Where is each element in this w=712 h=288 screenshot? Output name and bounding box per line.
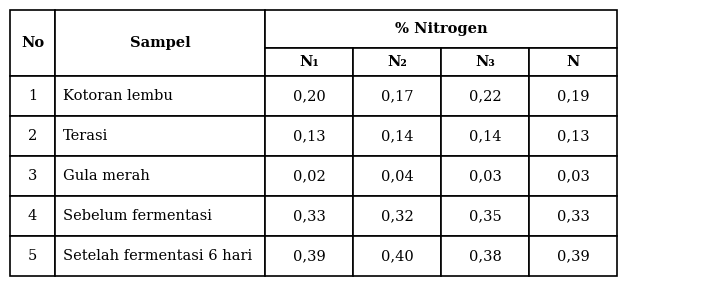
Text: 0,32: 0,32: [381, 209, 414, 223]
Text: 0,03: 0,03: [468, 169, 501, 183]
Text: Sampel: Sampel: [130, 36, 190, 50]
Bar: [55, 116, 265, 156]
Bar: [353, 116, 441, 156]
Text: 4: 4: [28, 209, 37, 223]
Text: 5: 5: [28, 249, 37, 263]
Bar: [441, 48, 529, 76]
Bar: [529, 156, 617, 196]
Bar: [529, 48, 617, 76]
Bar: [265, 10, 617, 48]
Text: 3: 3: [28, 169, 37, 183]
Text: 0,17: 0,17: [381, 89, 413, 103]
Bar: [265, 48, 353, 76]
Text: 0,40: 0,40: [381, 249, 414, 263]
Bar: [441, 236, 529, 276]
Bar: [10, 236, 55, 276]
Bar: [441, 76, 529, 116]
Bar: [10, 156, 55, 196]
Text: 1: 1: [28, 89, 37, 103]
Text: 0,19: 0,19: [557, 89, 590, 103]
Bar: [353, 196, 441, 236]
Text: 0,04: 0,04: [381, 169, 414, 183]
Bar: [10, 116, 55, 156]
Bar: [265, 76, 353, 116]
Bar: [55, 196, 265, 236]
Bar: [55, 156, 265, 196]
Bar: [265, 116, 353, 156]
Bar: [353, 156, 441, 196]
Text: 0,39: 0,39: [557, 249, 590, 263]
Text: 0,20: 0,20: [293, 89, 325, 103]
Bar: [353, 48, 441, 76]
Bar: [10, 196, 55, 236]
Bar: [529, 116, 617, 156]
Bar: [265, 156, 353, 196]
Bar: [55, 76, 265, 116]
Text: 0,22: 0,22: [468, 89, 501, 103]
Bar: [353, 236, 441, 276]
Text: Setelah fermentasi 6 hari: Setelah fermentasi 6 hari: [63, 249, 252, 263]
Bar: [441, 116, 529, 156]
Text: N: N: [566, 55, 580, 69]
Text: Terasi: Terasi: [63, 129, 108, 143]
Text: N₂: N₂: [387, 55, 407, 69]
Bar: [529, 196, 617, 236]
Bar: [529, 236, 617, 276]
Bar: [353, 76, 441, 116]
Text: % Nitrogen: % Nitrogen: [394, 22, 487, 36]
Text: Kotoran lembu: Kotoran lembu: [63, 89, 173, 103]
Text: 0,35: 0,35: [468, 209, 501, 223]
Text: 0,33: 0,33: [293, 209, 325, 223]
Bar: [265, 236, 353, 276]
Text: 0,39: 0,39: [293, 249, 325, 263]
Bar: [55, 10, 265, 76]
Text: Gula merah: Gula merah: [63, 169, 150, 183]
Text: 0,38: 0,38: [468, 249, 501, 263]
Text: 0,14: 0,14: [381, 129, 413, 143]
Bar: [441, 196, 529, 236]
Text: 2: 2: [28, 129, 37, 143]
Text: No: No: [21, 36, 44, 50]
Text: 0,03: 0,03: [557, 169, 590, 183]
Text: 0,13: 0,13: [557, 129, 590, 143]
Bar: [10, 10, 55, 76]
Bar: [441, 156, 529, 196]
Bar: [55, 236, 265, 276]
Text: 0,33: 0,33: [557, 209, 590, 223]
Bar: [10, 76, 55, 116]
Text: 0,02: 0,02: [293, 169, 325, 183]
Text: 0,13: 0,13: [293, 129, 325, 143]
Text: 0,14: 0,14: [468, 129, 501, 143]
Bar: [265, 196, 353, 236]
Text: N₃: N₃: [475, 55, 495, 69]
Text: Sebelum fermentasi: Sebelum fermentasi: [63, 209, 212, 223]
Text: N₁: N₁: [299, 55, 319, 69]
Bar: [529, 76, 617, 116]
